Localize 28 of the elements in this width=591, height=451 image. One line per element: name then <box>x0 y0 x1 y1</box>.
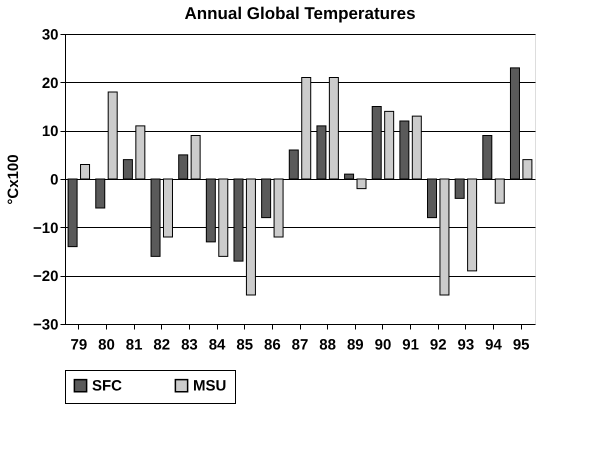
chart-title: Annual Global Temperatures <box>184 4 416 23</box>
x-tick-label: 93 <box>458 336 474 354</box>
x-tick-label: 80 <box>98 336 115 354</box>
legend-label: MSU <box>193 378 226 395</box>
y-axis-title: °Cx100 <box>5 154 22 205</box>
x-tick-label: 91 <box>402 336 419 354</box>
x-tick-label: 90 <box>374 336 392 354</box>
x-tick-label: 87 <box>292 336 308 354</box>
y-tick-label: −30 <box>33 316 58 334</box>
y-tick-label: 20 <box>42 74 58 92</box>
x-tick-label: 86 <box>264 336 281 354</box>
x-tick-label: 84 <box>208 336 226 354</box>
x-tick-label: 89 <box>346 336 364 354</box>
x-tick-label: 94 <box>485 336 503 354</box>
y-tick-label: −20 <box>33 268 58 286</box>
y-tick-label: 0 <box>50 172 58 188</box>
x-tick-label: 88 <box>319 336 336 354</box>
x-tick-label: 82 <box>153 336 170 354</box>
x-tick-label: 81 <box>126 336 142 354</box>
x-tick-label: 95 <box>512 336 530 354</box>
x-tick-label: 85 <box>236 336 254 354</box>
y-tick-label: 30 <box>42 26 58 44</box>
x-tick-label: 83 <box>181 336 198 354</box>
x-tick-label: 79 <box>70 336 88 354</box>
x-tick-label: 92 <box>430 336 447 354</box>
y-tick-label: −10 <box>33 220 58 237</box>
y-tick-label: 10 <box>42 123 58 140</box>
legend-label: SFC <box>92 378 122 395</box>
